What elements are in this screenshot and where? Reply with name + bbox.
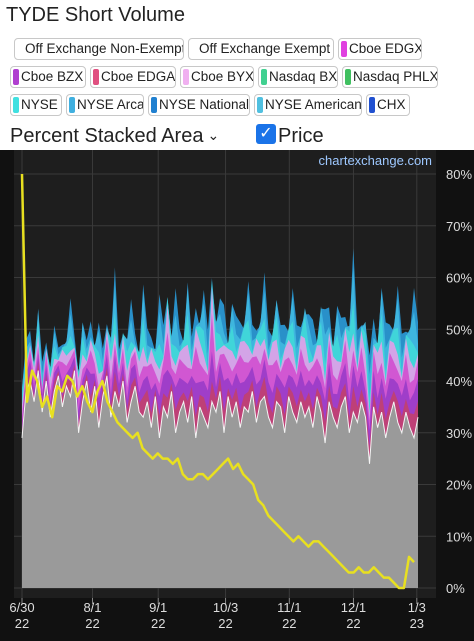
legend-swatch	[345, 69, 351, 85]
y-tick-label: 40%	[446, 374, 472, 389]
legend-swatch	[261, 69, 267, 85]
price-label: Price	[278, 125, 324, 147]
legend-label: CHX	[377, 97, 406, 112]
chart-area: 0% 10% 20% 30% 40% 50% 60% 70% 80% 6/30 22 8/1 22 9/…	[0, 150, 474, 641]
y-tick-label: 0%	[446, 581, 465, 596]
legend-nyse-american[interactable]: NYSE American	[254, 94, 362, 116]
legend-off-exchange-non-exempt[interactable]: Off Exchange Non-Exempt	[14, 38, 184, 60]
legend-swatch	[369, 97, 375, 113]
y-tick-label: 20%	[446, 478, 472, 493]
watermark: chartexchange.com	[319, 153, 432, 168]
x-tick-label: 8/1	[83, 600, 101, 615]
x-tick-label: 10/3	[213, 600, 238, 615]
legend-nasdaq-phlx[interactable]: Nasdaq PHLX	[342, 66, 438, 88]
x-tick-sublabel: 22	[15, 616, 29, 631]
legend-nyse-arca[interactable]: NYSE Arca	[66, 94, 144, 116]
y-tick-label: 60%	[446, 271, 472, 286]
legend-cboe-bzx[interactable]: Cboe BZX	[10, 66, 86, 88]
legend-swatch	[257, 97, 263, 113]
price-series	[20, 173, 415, 590]
legend-label: NYSE	[21, 97, 58, 112]
legend-label: Off Exchange Non-Exempt	[25, 41, 184, 56]
legend-nyse-national[interactable]: NYSE National	[148, 94, 250, 116]
x-tick-label: 12/1	[341, 600, 366, 615]
legend-swatch	[183, 69, 189, 85]
legend-label: NYSE American	[265, 97, 362, 112]
x-tick-label: 9/1	[149, 600, 167, 615]
x-tick-label: 1/3	[408, 600, 426, 615]
legend-off-exchange-exempt[interactable]: Off Exchange Exempt	[188, 38, 334, 60]
legend-nyse[interactable]: NYSE	[10, 94, 62, 116]
legend-label: Cboe BYX	[191, 69, 254, 84]
x-tick-sublabel: 23	[410, 616, 424, 631]
y-axis: 0% 10% 20% 30% 40% 50% 60% 70% 80%	[446, 167, 472, 596]
legend-cboe-edgx[interactable]: Cboe EDGX	[338, 38, 422, 60]
x-tick-sublabel: 22	[85, 616, 99, 631]
legend-chx[interactable]: CHX	[366, 94, 410, 116]
off-exchange-top-line	[21, 370, 419, 464]
price-checkbox[interactable]: ✓	[256, 124, 276, 144]
legend-swatch	[69, 97, 75, 113]
series-legend: Off Exchange Non-Exempt Off Exchange Exe…	[0, 36, 474, 122]
legend-swatch	[13, 97, 19, 113]
x-tick-sublabel: 22	[151, 616, 165, 631]
page-title: TYDE Short Volume	[6, 4, 185, 26]
legend-nasdaq-bx[interactable]: Nasdaq BX	[258, 66, 338, 88]
legend-label: Off Exchange Exempt	[199, 41, 331, 56]
legend-swatch	[13, 69, 19, 85]
legend-label: Cboe EDGA	[101, 69, 176, 84]
chart-controls: Percent Stacked Area ⌄ ✓ Price	[0, 122, 474, 152]
y-tick-label: 50%	[446, 322, 472, 337]
legend-swatch	[151, 97, 157, 113]
chevron-down-icon: ⌄	[207, 127, 220, 143]
legend-swatch	[93, 69, 99, 85]
legend-label: NYSE National	[159, 97, 250, 112]
legend-cboe-byx[interactable]: Cboe BYX	[180, 66, 254, 88]
price-line	[20, 173, 415, 590]
legend-label: NYSE Arca	[77, 97, 144, 112]
legend-label: Nasdaq PHLX	[353, 69, 438, 84]
area-cboe-edga	[22, 361, 418, 464]
x-tick-label: 6/30	[9, 600, 34, 615]
chart-type-label: Percent Stacked Area	[10, 125, 204, 147]
x-tick-label: 11/1	[277, 600, 301, 615]
y-tick-label: 10%	[446, 529, 472, 544]
legend-swatch	[341, 41, 347, 57]
y-tick-label: 30%	[446, 426, 472, 441]
legend-label: Cboe EDGX	[349, 41, 422, 56]
x-tick-sublabel: 22	[282, 616, 296, 631]
y-tick-label: 70%	[446, 219, 472, 234]
percent-stacked-area-chart: 0%10%20%30%40%50%60%70%80% 6/30228/1229/…	[0, 150, 474, 641]
x-tick-sublabel: 22	[218, 616, 232, 631]
area-cboe-bzx	[22, 351, 418, 464]
chart-type-select[interactable]: Percent Stacked Area ⌄	[10, 125, 219, 148]
legend-label: Nasdaq BX	[269, 69, 338, 84]
legend-label: Cboe BZX	[21, 69, 84, 84]
x-tick-sublabel: 22	[346, 616, 360, 631]
y-tick-label: 80%	[446, 167, 472, 182]
legend-cboe-edga[interactable]: Cboe EDGA	[90, 66, 176, 88]
